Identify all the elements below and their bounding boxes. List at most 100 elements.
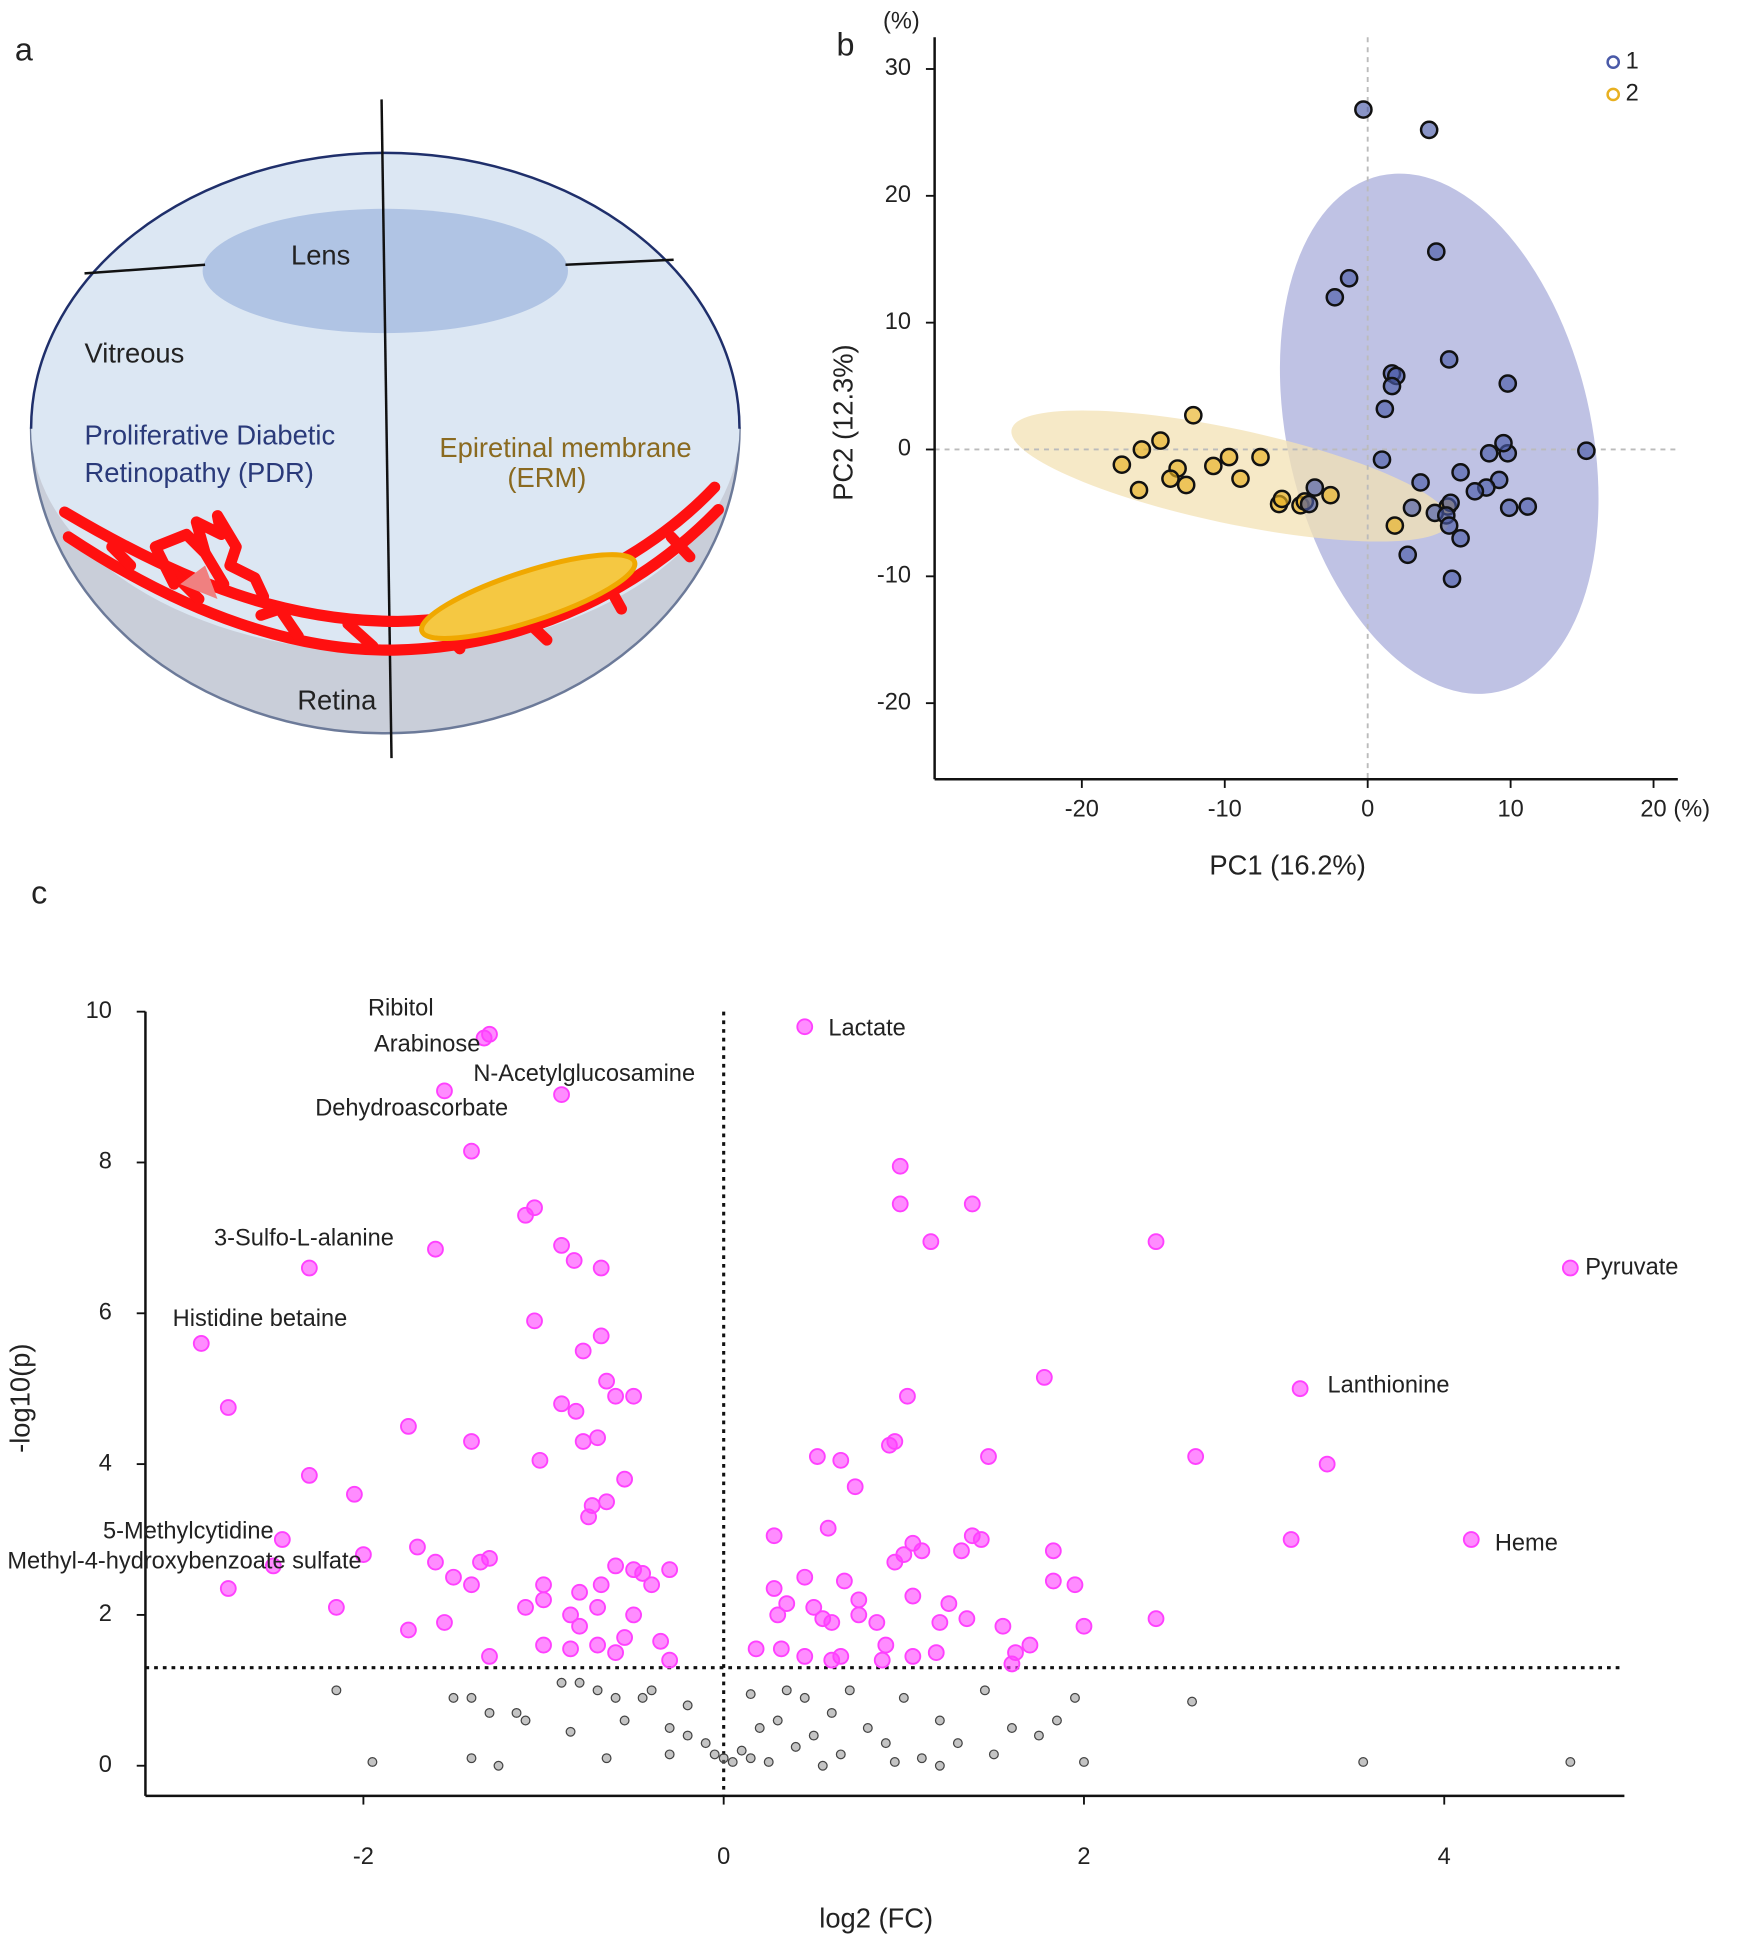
annotation: Heme — [1495, 1531, 1558, 1557]
data-point — [1354, 100, 1373, 119]
data-point — [553, 1237, 570, 1254]
data-point — [448, 1692, 459, 1703]
data-point — [747, 1640, 765, 1658]
data-point — [745, 1753, 756, 1764]
data-point — [526, 1312, 543, 1330]
eye-diagram: Lens Vitreous Proliferative Diabetic Ret… — [15, 32, 741, 759]
data-point — [796, 1568, 814, 1586]
data-point — [634, 1565, 652, 1582]
data-point — [580, 1508, 597, 1526]
y-unit: (%) — [883, 9, 920, 35]
data-point — [1325, 287, 1345, 307]
y-axis-title: PC2 (12.3%) — [827, 344, 858, 500]
data-point — [763, 1756, 774, 1767]
group-ellipse — [1011, 410, 1450, 542]
data-point — [646, 1685, 657, 1696]
annotated-point — [1561, 1259, 1579, 1277]
data-point — [891, 1157, 909, 1175]
data-point — [1003, 1655, 1021, 1673]
retina-label: Retina — [297, 684, 377, 715]
data-point — [472, 1553, 489, 1571]
x-tick-label: 20 — [1640, 797, 1666, 823]
data-point — [526, 1199, 543, 1217]
x-axis-title: PC1 (16.2%) — [1209, 850, 1365, 881]
data-point — [331, 1685, 342, 1696]
annotation: N-Acetylglucosamine — [473, 1061, 695, 1087]
annotation: Histidine betaine — [173, 1306, 348, 1332]
data-point — [1231, 469, 1250, 488]
data-point — [1219, 447, 1239, 467]
data-point — [466, 1753, 477, 1764]
data-point — [1451, 528, 1470, 548]
annotation: Lanthionine — [1327, 1372, 1449, 1398]
data-point — [1318, 1455, 1336, 1473]
pdr-label: Retinopathy (PDR) — [85, 457, 314, 488]
data-point — [868, 1614, 886, 1631]
data-point — [808, 1730, 819, 1741]
annotation: Methyl-4-hydroxybenzoate sulfate — [7, 1548, 361, 1574]
data-point — [805, 1598, 823, 1616]
data-point — [963, 1195, 981, 1213]
data-point — [778, 1595, 796, 1612]
data-point — [643, 1576, 661, 1594]
x-tick-label: 4 — [1438, 1844, 1451, 1870]
data-point — [1282, 1531, 1300, 1548]
data-point — [817, 1760, 828, 1771]
data-point — [913, 1542, 931, 1560]
data-point — [574, 1677, 585, 1688]
data-point — [355, 1546, 372, 1563]
data-point — [1075, 1617, 1093, 1635]
data-point — [466, 1692, 477, 1703]
data-point — [535, 1636, 552, 1654]
data-point — [463, 1433, 480, 1450]
data-point — [535, 1576, 552, 1594]
annotation: Lactate — [828, 1015, 905, 1041]
data-point — [934, 1715, 945, 1726]
data-point — [826, 1707, 837, 1718]
annotated-point — [436, 1082, 453, 1100]
divider — [84, 263, 206, 275]
erm-label: (ERM) — [507, 462, 586, 493]
data-point — [1439, 350, 1459, 369]
data-point — [1066, 1576, 1084, 1594]
divider — [565, 258, 674, 266]
data-point — [1358, 1756, 1369, 1767]
annotated-point — [475, 1029, 493, 1047]
data-point — [1044, 1542, 1062, 1560]
data-point — [1204, 456, 1223, 476]
data-point — [562, 1640, 579, 1658]
data-point — [682, 1730, 693, 1741]
data-point — [772, 1715, 783, 1726]
data-point — [808, 1448, 826, 1465]
data-point — [481, 1647, 498, 1665]
data-point — [571, 1617, 588, 1635]
data-point — [1442, 569, 1462, 589]
data-point — [562, 1606, 579, 1624]
data-point — [898, 1692, 909, 1703]
data-point — [1577, 441, 1596, 461]
vitreous-label: Vitreous — [85, 338, 185, 369]
data-point — [511, 1707, 522, 1718]
data-point — [980, 1448, 997, 1465]
data-point — [1147, 1233, 1165, 1251]
data-point — [520, 1715, 531, 1726]
eye-outline — [29, 151, 741, 429]
x-axis-title: log2 (FC) — [819, 1902, 933, 1933]
y-tick-label: -10 — [877, 563, 911, 589]
y-tick-label: 20 — [885, 182, 911, 208]
data-point — [427, 1240, 444, 1258]
data-point — [886, 1553, 904, 1571]
data-point — [1187, 1696, 1198, 1707]
y-tick-label: 0 — [99, 1752, 112, 1778]
data-point — [1051, 1715, 1062, 1726]
annotated-point — [1462, 1531, 1480, 1548]
data-point — [765, 1580, 783, 1597]
data-point — [835, 1572, 853, 1590]
data-point — [880, 1738, 891, 1749]
erm-membrane — [419, 552, 638, 641]
data-point — [1147, 1610, 1165, 1628]
data-point — [931, 1614, 949, 1631]
y-tick-label: 2 — [99, 1601, 112, 1627]
x-tick-label: 0 — [1361, 797, 1374, 823]
data-point — [565, 1726, 576, 1737]
